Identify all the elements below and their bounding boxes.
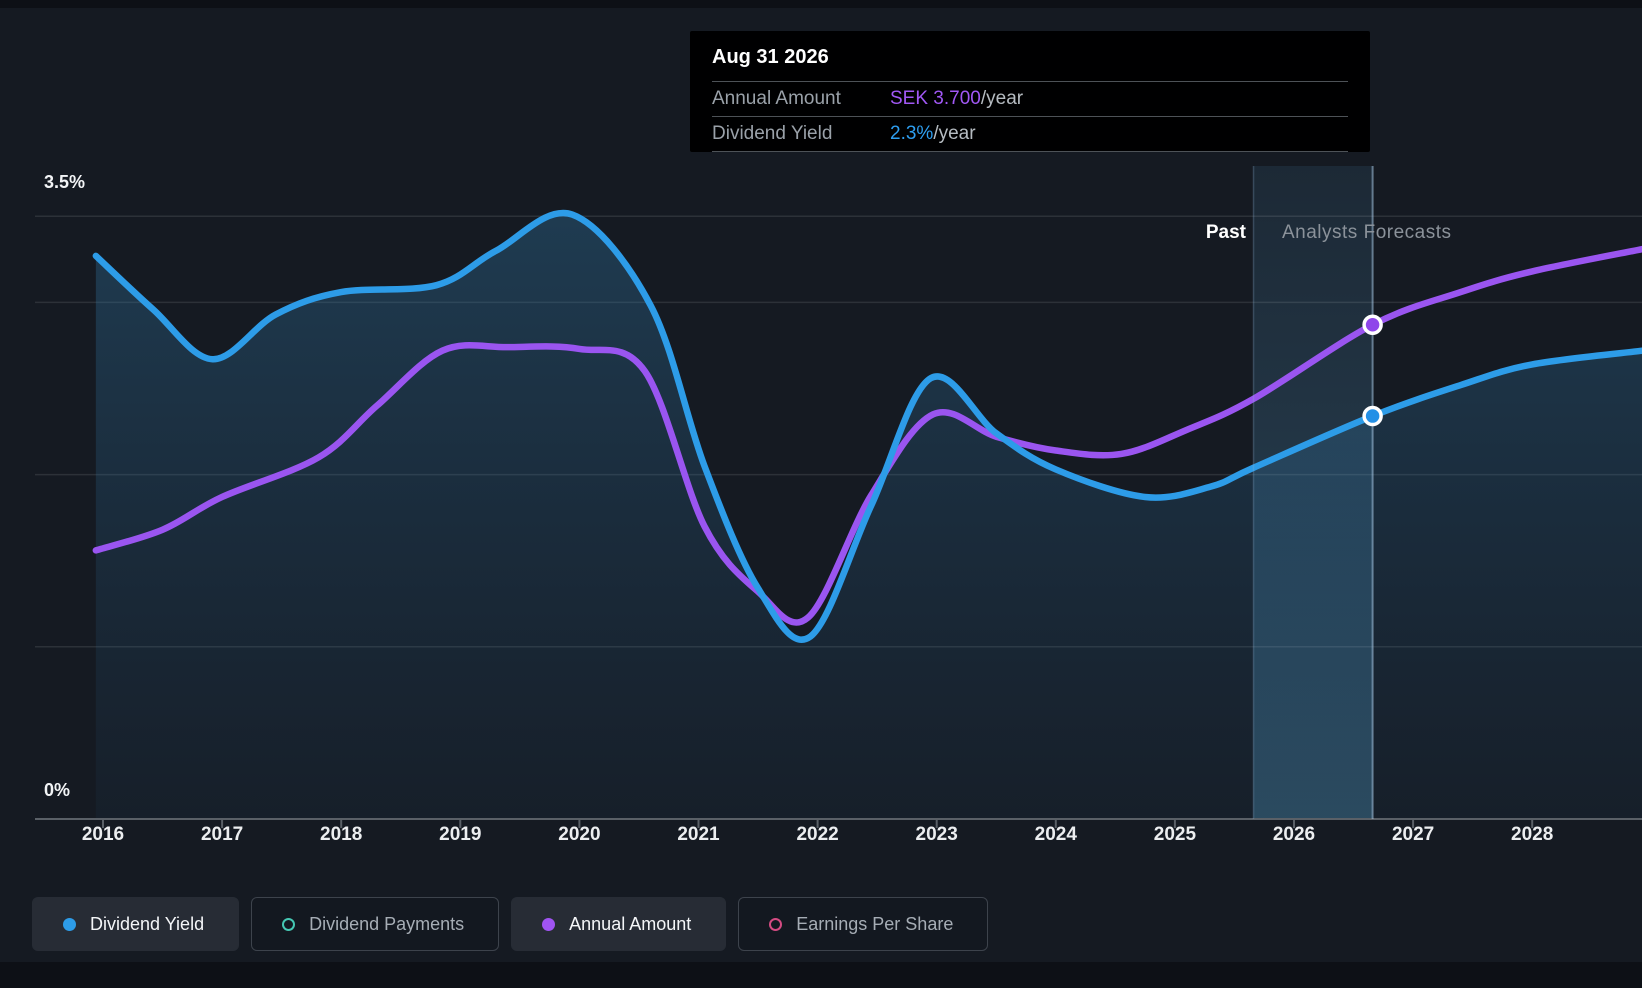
- tooltip-rows: Annual Amount SEK 3.700/year Dividend Yiel…: [712, 81, 1348, 152]
- x-tick-label-2022: 2022: [796, 824, 839, 845]
- annual-amount-line: [92, 245, 1642, 626]
- x-tick-label-2020: 2020: [558, 824, 601, 845]
- legend-label-dividend-yield: Dividend Yield: [90, 913, 205, 934]
- analysts-forecasts-zone-label: Analysts Forecasts: [1282, 222, 1452, 243]
- x-tick-label-2027: 2027: [1391, 824, 1435, 845]
- bottom-edge-strip: [0, 962, 1642, 988]
- x-tick-label-2017: 2017: [200, 824, 244, 845]
- top-edge-strip: [0, 0, 1642, 8]
- tooltip-row-dividend-yield: Dividend Yield 2.3%/year: [712, 116, 1348, 152]
- legend-toggle-earnings-per-share[interactable]: Earnings Per Share: [738, 897, 989, 951]
- tooltip-row-label: Dividend Yield: [712, 123, 833, 144]
- marker-annual-amount[interactable]: [1362, 314, 1383, 336]
- y-axis-min-label: 0%: [44, 780, 71, 800]
- legend-toggle-annual-amount[interactable]: Annual Amount: [511, 897, 727, 951]
- legend-label-earnings-per-share: Earnings Per Share: [796, 913, 954, 934]
- tooltip-row-label: Annual Amount: [712, 88, 841, 109]
- chart-legend: Dividend Yield Dividend Payments Annual Am…: [32, 897, 989, 951]
- x-tick-label-2028: 2028: [1511, 824, 1554, 845]
- x-tick-label-2023: 2023: [915, 824, 958, 845]
- legend-label-annual-amount: Annual Amount: [569, 913, 692, 934]
- legend-label-dividend-payments: Dividend Payments: [309, 913, 465, 934]
- tooltip-row-unit: /year: [980, 88, 1024, 109]
- x-tick-label-2026: 2026: [1272, 824, 1316, 845]
- tooltip-row-unit: /year: [933, 123, 976, 144]
- tooltip-date-title: Aug 31 2026: [712, 46, 829, 68]
- x-tick-label-2018: 2018: [320, 824, 363, 845]
- past-zone-label: Past: [1205, 222, 1246, 243]
- x-tick-label-2025: 2025: [1153, 824, 1197, 845]
- tooltip-row-value: 2.3%: [890, 123, 934, 144]
- tooltip-row-value: SEK 3.700: [890, 88, 981, 109]
- legend-toggle-dividend-yield[interactable]: Dividend Yield: [32, 897, 240, 951]
- annual-amount-marker-icon: [542, 917, 556, 931]
- dividend-yield-line: [92, 209, 1642, 643]
- chart-tooltip: Aug 31 2026 Annual Amount SEK 3.700/year D…: [690, 31, 1370, 152]
- tooltip-row-annual-amount: Annual Amount SEK 3.700/year: [712, 81, 1348, 116]
- x-tick-label-2016: 2016: [81, 824, 125, 845]
- marker-dividend-yield[interactable]: [1362, 405, 1383, 427]
- x-tick-label-2024: 2024: [1034, 824, 1077, 845]
- earnings-per-share-marker-icon: [769, 917, 783, 931]
- x-tick-label-2021: 2021: [677, 824, 720, 845]
- y-axis-max-label: 3.5%: [44, 172, 86, 192]
- dividend-payments-marker-icon: [282, 917, 296, 931]
- x-tick-label-2019: 2019: [439, 824, 482, 845]
- legend-toggle-dividend-payments[interactable]: Dividend Payments: [251, 897, 500, 951]
- dividend-yield-marker-icon: [63, 917, 76, 931]
